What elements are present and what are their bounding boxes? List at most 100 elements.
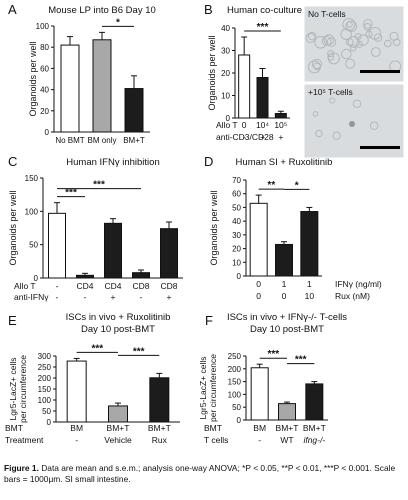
figure-panels: A Mouse LP into B6 Day 10020406080100Orga… — [5, 2, 405, 445]
panel-f-y-tick-label: 150 — [228, 378, 242, 387]
panel-a-y-tick-label: 80 — [40, 43, 49, 52]
panel-f-row-1-value-3: BM+T — [303, 423, 326, 433]
panel-f-title-line2: Day 10 post-BMT — [250, 324, 324, 335]
panel-f-y-tick-label: 200 — [228, 365, 242, 374]
panel-f-bar-1 — [250, 367, 269, 421]
micrograph-no-tcells-organoid — [341, 48, 352, 60]
panel-d-row-1-value-2: 1 — [282, 279, 287, 289]
panel-c-letter: C — [8, 154, 17, 169]
micrograph-no-tcells-organoid — [363, 23, 372, 31]
panel-b-bar-1 — [238, 54, 251, 119]
micrograph-no-tcells-organoid — [327, 50, 335, 58]
panel-c-bar-1 — [48, 212, 66, 279]
panel-f-row-label-2: T cells — [204, 435, 228, 445]
panel-d-y-tick-label: 10 — [232, 258, 241, 267]
panel-f-ylabel-line1: Lgr5-LacZ+ cells — [198, 356, 208, 419]
panel-f-y-tick-label: 250 — [228, 352, 242, 361]
panel-e-row-2-value-2: Vehicle — [104, 435, 132, 445]
micrograph-no-tcells-organoid — [347, 36, 360, 48]
panel-a-sig-label-1: * — [116, 17, 120, 28]
micrograph-with-tcells-organoid — [312, 111, 319, 117]
panel-d-y-tick-label: 0 — [237, 272, 242, 281]
panel-b-row-1-value-3: 10⁵ — [274, 120, 287, 130]
panel-b-row-label-2: anti-CD3/CD28 — [216, 132, 274, 142]
micrograph-no-tcells-organoid — [314, 35, 327, 49]
panel-a-category-3: BM+T — [123, 136, 145, 145]
panel-e-title-line2: Day 10 post-BMT — [81, 324, 155, 335]
micrograph-no-tcells-organoid — [305, 32, 316, 44]
micrograph-no-tcells-organoid — [370, 47, 381, 57]
panel-b-row-2-value-3: + — [278, 132, 283, 142]
panel-d-y-tick-label: 30 — [232, 231, 241, 240]
panel-f-letter: F — [205, 313, 213, 328]
micrograph-no-tcells-scale-bar — [360, 70, 400, 73]
panel-c-row-label-1: Allo T — [14, 281, 36, 291]
panel-a-category-2: BM only — [88, 136, 117, 145]
panel-e-row-label-1: BMT — [5, 423, 23, 433]
panel-d-row-label-1: IFNγ (ng/ml) — [335, 279, 382, 289]
micrograph-with-tcells-debris — [349, 121, 355, 127]
panel-c-ylabel: Organoids per well — [8, 190, 18, 265]
panel-d-letter: D — [204, 154, 213, 169]
panel-e-y-tick-label: 100 — [38, 396, 52, 405]
panel-b-row-label-1: Allo T — [216, 120, 238, 130]
micrograph-no-tcells-organoid — [389, 31, 399, 41]
panel-e-row-1-value-3: BM+T — [148, 423, 171, 433]
panel-a-bar-1 — [60, 44, 80, 133]
panel-e-ylabel-line1: Lgr5-LacZ+ cells — [8, 357, 18, 420]
panel-a-bar-2 — [92, 39, 112, 133]
panel-a-bar-3 — [124, 88, 144, 133]
panel-b-y-tick-label: 30 — [221, 47, 230, 56]
panel-b-row-2-value-1: - — [243, 132, 246, 142]
panel-c-bar-2 — [76, 274, 94, 279]
micrograph-with-tcells-label: +10⁵ T-cells — [308, 87, 353, 97]
panel-c-row-1-value-4: CD8 — [132, 281, 149, 291]
panel-f-y-tick-label: 50 — [232, 403, 241, 412]
micrograph-no-tcells-organoid — [323, 34, 335, 46]
panel-d-y-tick-label: 70 — [232, 176, 241, 185]
panel-f-row-label-1: BMT — [204, 423, 222, 433]
micrograph-no-tcells-organoid — [373, 33, 383, 42]
micrograph-with-tcells-organoid — [329, 97, 336, 104]
panel-c-row-1-value-1: - — [56, 281, 59, 291]
micrograph-no-tcells-organoid — [340, 28, 352, 40]
panel-d-row-1-value-1: 0 — [256, 279, 261, 289]
panel-c-sig-label-2: *** — [93, 180, 105, 191]
panel-b-row-1-value-2: 10⁴ — [256, 120, 269, 130]
panel-d-bar-1 — [249, 202, 268, 277]
panel-e-title-line1: ISCs in vivo + Ruxolitinib — [66, 312, 171, 323]
panel-c-row-2-value-4: - — [140, 292, 143, 302]
panel-c-y-tick-label: 0 — [34, 274, 39, 283]
panel-d-row-2-value-1: 0 — [256, 291, 261, 301]
panel-f-y-tick-label: 0 — [237, 416, 242, 425]
panel-c-row-1-value-3: CD4 — [104, 281, 121, 291]
panel-e-y-tick-label: 200 — [38, 374, 52, 383]
panel-b-row-2-value-2: + — [260, 132, 265, 142]
micrograph-no-tcells-label: No T-cells — [308, 9, 346, 19]
panel-d-sig-label-1: ** — [267, 180, 275, 191]
panel-f-sig-label-1: *** — [267, 349, 279, 360]
caption-label: Figure 1. — [4, 463, 39, 473]
micrograph-no-tcells-organoid — [313, 62, 321, 71]
panel-a-y-tick-label: 40 — [40, 86, 49, 95]
micrograph-no-tcells-organoid — [368, 26, 382, 40]
panel-a-letter: A — [8, 2, 17, 17]
micrograph-with-tcells-organoid — [315, 129, 323, 138]
micrograph-no-tcells-organoid — [363, 19, 373, 29]
panel-d-bar-2 — [275, 243, 293, 277]
panel-d-row-2-value-2: 0 — [282, 291, 287, 301]
panel-a-y-tick-label: 0 — [45, 128, 50, 137]
panel-e-bar-3 — [149, 377, 170, 423]
panel-c-bar-4 — [132, 272, 150, 279]
micrograph-no-tcells-organoid — [311, 58, 322, 70]
panel-a-title: Mouse LP into B6 Day 10 — [48, 5, 156, 16]
panel-f-row-1-value-2: BM+T — [276, 423, 299, 433]
panel-e-y-tick-label: 0 — [47, 418, 52, 427]
panel-d-bar-3 — [300, 211, 319, 277]
panel-f-row-1-value-1: BM — [253, 423, 266, 433]
panel-d-ylabel: Organoids per well — [209, 190, 219, 265]
panel-e-y-tick-label: 300 — [38, 352, 52, 361]
micrograph-with-tcells-scale-bar — [360, 146, 400, 149]
panel-c-row-2-value-3: + — [111, 292, 116, 302]
micrograph-no-tcells-organoid — [346, 21, 353, 28]
